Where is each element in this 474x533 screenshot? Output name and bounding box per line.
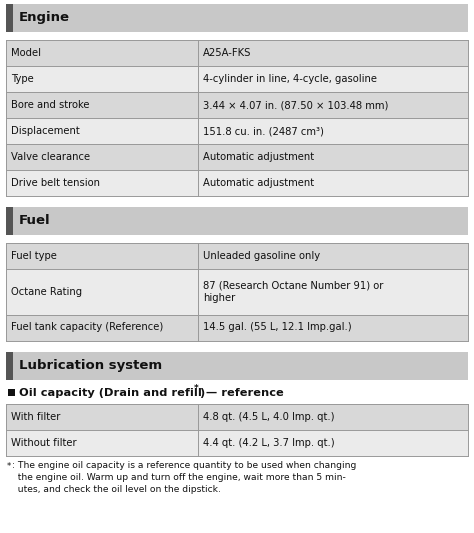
Bar [6, 430, 468, 456]
Text: Oil capacity (Drain and refill — reference: Oil capacity (Drain and refill — referen… [19, 387, 284, 398]
Bar [6, 4, 468, 32]
Text: Displacement: Displacement [11, 126, 80, 136]
Bar [6, 243, 468, 269]
Text: ): ) [199, 387, 204, 398]
Text: A25A-FKS: A25A-FKS [203, 48, 251, 58]
Text: Valve clearance: Valve clearance [11, 152, 90, 162]
Bar [6, 40, 468, 66]
Bar [6, 403, 468, 430]
Text: *: * [194, 384, 199, 393]
Text: 4-cylinder in line, 4-cycle, gasoline: 4-cylinder in line, 4-cycle, gasoline [203, 74, 377, 84]
Text: With filter: With filter [11, 411, 60, 422]
Text: Unleaded gasoline only: Unleaded gasoline only [203, 251, 320, 261]
Text: Bore and stroke: Bore and stroke [11, 100, 90, 110]
Text: 4.8 qt. (4.5 L, 4.0 Imp. qt.): 4.8 qt. (4.5 L, 4.0 Imp. qt.) [203, 411, 334, 422]
Text: 151.8 cu. in. (2487 cm³): 151.8 cu. in. (2487 cm³) [203, 126, 324, 136]
Text: Model: Model [11, 48, 41, 58]
Bar [6, 351, 13, 379]
Text: Lubrication system: Lubrication system [19, 359, 162, 372]
Bar [6, 118, 468, 144]
Bar [6, 207, 468, 235]
Bar [6, 92, 468, 118]
Text: Without filter: Without filter [11, 438, 77, 448]
Text: Fuel tank capacity (Reference): Fuel tank capacity (Reference) [11, 322, 163, 333]
Text: 3.44 × 4.07 in. (87.50 × 103.48 mm): 3.44 × 4.07 in. (87.50 × 103.48 mm) [203, 100, 388, 110]
Text: Type: Type [11, 74, 34, 84]
Text: Engine: Engine [19, 12, 70, 25]
Bar [6, 314, 468, 341]
Text: *: * [7, 463, 11, 472]
Bar [6, 269, 468, 314]
Text: 14.5 gal. (55 L, 12.1 Imp.gal.): 14.5 gal. (55 L, 12.1 Imp.gal.) [203, 322, 351, 333]
Bar [6, 66, 468, 92]
Text: 87 (Research Octane Number 91) or
higher: 87 (Research Octane Number 91) or higher [203, 280, 383, 303]
Text: Automatic adjustment: Automatic adjustment [203, 152, 314, 162]
Text: Fuel type: Fuel type [11, 251, 57, 261]
Bar [8, 389, 15, 395]
Bar [6, 4, 13, 32]
Bar [6, 170, 468, 196]
Text: Fuel: Fuel [19, 214, 51, 228]
Text: Drive belt tension: Drive belt tension [11, 178, 100, 188]
Text: Octane Rating: Octane Rating [11, 287, 82, 297]
Text: 4.4 qt. (4.2 L, 3.7 Imp. qt.): 4.4 qt. (4.2 L, 3.7 Imp. qt.) [203, 438, 334, 448]
Bar [6, 351, 468, 379]
Bar [6, 144, 468, 170]
Text: Automatic adjustment: Automatic adjustment [203, 178, 314, 188]
Text: : The engine oil capacity is a reference quantity to be used when changing
  the: : The engine oil capacity is a reference… [12, 461, 356, 495]
Bar [6, 207, 13, 235]
